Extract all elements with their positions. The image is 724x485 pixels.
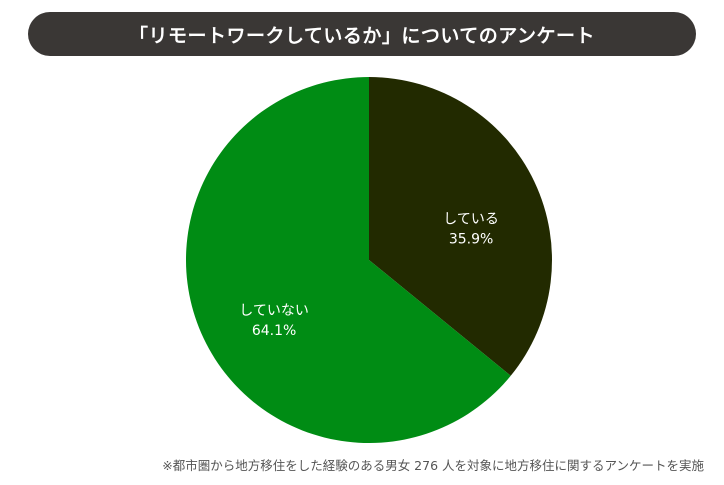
slice-label-not-doing: していない: [239, 303, 309, 319]
title-bar: 「リモートワークしているか」についてのアンケート: [28, 12, 696, 56]
slice-value-doing: 35.9%: [449, 232, 493, 248]
pie-slice-not-doing: [185, 77, 511, 443]
slice-value-not-doing: 64.1%: [252, 323, 296, 339]
slice-label-doing: している: [443, 212, 499, 228]
pie-labels: している 35.9% していない 64.1%: [239, 212, 499, 339]
chart-title: 「リモートワークしているか」についてのアンケート: [128, 24, 596, 47]
pie-slice-doing: [369, 77, 552, 376]
footnote: ※都市圏から地方移住をした経験のある男女 276 人を対象に地方移住に関するアン…: [162, 458, 704, 473]
pie-slices: [185, 77, 552, 443]
